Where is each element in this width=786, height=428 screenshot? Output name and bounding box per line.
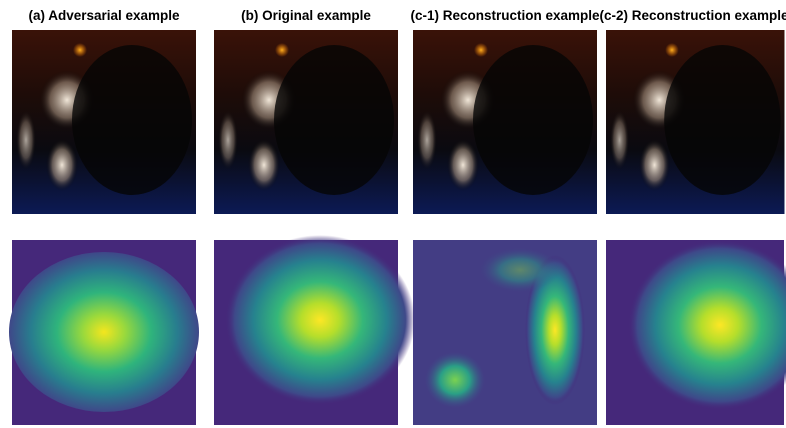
reconstruction-image-1 [413, 30, 597, 214]
heatmaps [9, 235, 786, 425]
heatmap-blob [480, 248, 560, 292]
panel-titles: (a) Adversarial example (b) Original exa… [28, 8, 786, 23]
reconstruction-image-2 [606, 30, 784, 214]
heatmap-blob [425, 352, 485, 408]
adversarial-image [12, 30, 196, 214]
panel-title: (c-2) Reconstruction example [599, 8, 786, 23]
figure: (a) Adversarial example (b) Original exa… [0, 0, 786, 428]
panel-title: (c-1) Reconstruction example [410, 8, 600, 23]
panel-title: (a) Adversarial example [28, 8, 180, 23]
panel-title: (b) Original example [241, 8, 371, 23]
original-image [214, 30, 398, 214]
heatmap-blob [225, 235, 415, 405]
example-images [12, 30, 784, 214]
heatmap-blob [9, 252, 199, 412]
